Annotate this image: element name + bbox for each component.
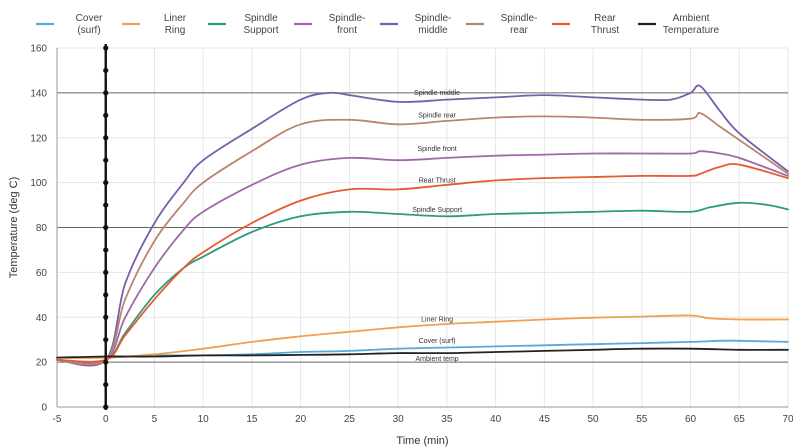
legend-label-cover-surf: Cover	[76, 13, 103, 24]
series-annotation-rear-thrust: Rear Thrust	[419, 178, 456, 185]
series-annotation-ambient-temperature: Ambient temp	[416, 356, 459, 363]
time-zero-marker-dot	[103, 45, 109, 51]
series-annotations: Spindle middle Spindle rear Spindle front R…	[412, 90, 462, 363]
series-line-spindle-front	[56, 150, 789, 364]
x-tick-label: 45	[539, 414, 551, 425]
legend-label-spindle-middle: Spindle-	[415, 13, 452, 24]
time-zero-marker-dot	[103, 202, 109, 208]
time-zero-marker-dot	[103, 247, 109, 253]
legend-label-liner-ring: Ring	[165, 25, 186, 36]
series-annotation-liner-ring: Liner Ring	[421, 317, 453, 324]
time-zero-marker-dot	[103, 135, 109, 141]
series-line-spindle-middle	[56, 84, 789, 367]
series-line-liner-ring	[56, 314, 789, 359]
x-tick-label: 50	[588, 414, 600, 425]
x-tick-label: 10	[198, 414, 210, 425]
legend-label-spindle-middle: middle	[418, 25, 448, 36]
legend-label-liner-ring: Liner	[164, 13, 187, 24]
y-tick-label: 100	[30, 178, 47, 189]
series-line-rear-thrust	[56, 163, 789, 363]
y-tick-label: 20	[36, 358, 48, 369]
y-tick-label: 80	[36, 223, 48, 234]
x-tick-label: 20	[295, 414, 307, 425]
time-zero-marker-dot	[103, 404, 109, 410]
series-line-spindle-rear	[56, 112, 789, 366]
legend-label-cover-surf: (surf)	[77, 25, 100, 36]
series-annotation-spindle-support: Spindle Support	[412, 207, 462, 214]
y-tick-label: 60	[36, 268, 48, 279]
axes: -5 0 5 10 15 20 25 30 35 40 45 50 55 60 65 70 0 20 40 60 80 1…	[30, 44, 793, 426]
legend-label-rear-thrust: Rear	[594, 13, 616, 24]
legend-label-spindle-support: Spindle	[244, 13, 278, 24]
series-annotation-spindle-middle: Spindle middle	[414, 90, 460, 97]
time-zero-marker	[103, 44, 109, 410]
grid-lines	[56, 47, 789, 408]
time-zero-marker-dot	[103, 67, 109, 74]
series-lines	[56, 84, 789, 367]
x-tick-label: 60	[685, 414, 697, 425]
time-zero-marker-dot	[103, 157, 109, 163]
legend-label-spindle-rear: Spindle-	[501, 13, 538, 24]
series-annotation-spindle-front: Spindle front	[417, 146, 456, 153]
y-tick-label: 40	[36, 313, 48, 324]
time-zero-marker-dot	[103, 269, 109, 275]
x-axis-title: Time (min)	[396, 435, 448, 447]
x-tick-label: 70	[782, 414, 793, 425]
series-line-spindle-support	[56, 201, 789, 363]
y-tick-label: 0	[41, 403, 47, 414]
y-tick-label: 160	[30, 44, 47, 55]
time-zero-marker-dot	[103, 381, 109, 388]
legend-label-spindle-front: Spindle-	[329, 13, 366, 24]
y-axis-title: Temperature (deg C)	[8, 177, 20, 279]
x-tick-label: 40	[490, 414, 502, 425]
legend-label-spindle-front: front	[337, 25, 357, 36]
legend-label-spindle-support: Support	[243, 25, 278, 36]
time-zero-marker-dot	[103, 112, 109, 118]
x-tick-label: -5	[53, 414, 62, 425]
series-line-ambient-temperature	[56, 347, 789, 359]
x-tick-label: 55	[636, 414, 648, 425]
y-tick-label: 120	[30, 133, 47, 144]
legend-label-rear-thrust: Thrust	[591, 25, 620, 36]
x-tick-label: 65	[734, 414, 746, 425]
time-zero-marker-dot	[103, 90, 109, 96]
legend-label-ambient-temperature: Ambient	[673, 13, 710, 24]
x-tick-label: 0	[103, 414, 109, 425]
x-tick-label: 5	[152, 414, 158, 425]
x-tick-label: 30	[393, 414, 405, 425]
y-tick-label: 140	[30, 88, 47, 99]
legend-label-spindle-rear: rear	[510, 25, 528, 36]
time-zero-marker-dot	[103, 359, 109, 365]
legend-label-ambient-temperature: Temperature	[663, 25, 720, 36]
series-annotation-cover-surf: Cover (surf)	[419, 338, 456, 345]
time-zero-marker-dot	[103, 224, 109, 231]
series-annotation-spindle-rear: Spindle rear	[418, 113, 456, 120]
time-zero-marker-dot	[103, 180, 109, 186]
time-zero-marker-dot	[103, 337, 109, 343]
x-tick-label: 35	[441, 414, 453, 425]
time-zero-marker-dot	[103, 314, 109, 320]
time-zero-marker-dot	[103, 292, 109, 298]
x-tick-label: 25	[344, 414, 356, 425]
x-tick-label: 15	[246, 414, 258, 425]
